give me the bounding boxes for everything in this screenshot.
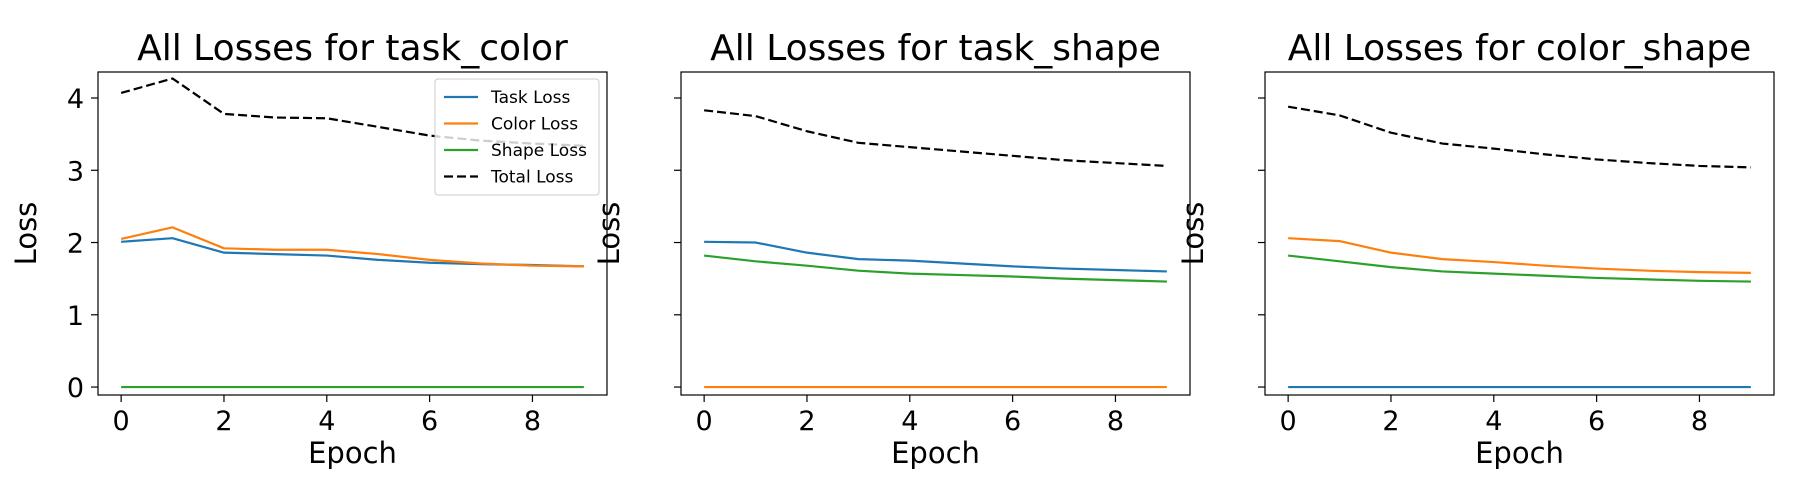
x-tick-label: 0 — [1280, 406, 1297, 437]
y-axis-label: Loss — [592, 202, 626, 266]
x-tick-label: 2 — [798, 406, 815, 437]
chart-title: All Losses for task_color — [137, 28, 568, 69]
series-line-shape-loss — [1288, 254, 1751, 283]
x-tick-label: 8 — [1691, 406, 1708, 437]
series-line-color-loss — [120, 226, 584, 268]
plot-frame — [1264, 71, 1775, 396]
subplot-3: All Losses for color_shape 0 2 4 6 8 Epoch Loss — [1176, 28, 1775, 470]
x-axis-label: Epoch — [1475, 436, 1564, 470]
y-axis-label: Loss — [1176, 202, 1210, 266]
y-tick-label: 1 — [67, 301, 84, 332]
plot-frame — [680, 71, 1191, 396]
y-tick-label: 0 — [67, 373, 84, 404]
legend-label: Task Loss — [490, 88, 571, 108]
legend-label: Total Loss — [490, 168, 574, 188]
chart-title: All Losses for color_shape — [1288, 28, 1752, 69]
x-tick-label: 4 — [318, 406, 335, 437]
x-tick-label: 0 — [696, 406, 713, 437]
series-line-color-loss — [1288, 237, 1751, 274]
x-axis-label: Epoch — [891, 436, 980, 470]
x-tick-label: 8 — [1107, 406, 1124, 437]
series-line-total-loss — [1287, 105, 1751, 169]
legend: Task Loss Color Loss Shape Loss Total Loss — [434, 78, 600, 196]
x-tick-label: 6 — [1588, 406, 1605, 437]
legend-label: Color Loss — [491, 115, 578, 135]
legend-box — [434, 78, 600, 196]
series-line-task-loss — [704, 240, 1167, 273]
x-tick-label: 0 — [113, 406, 130, 437]
y-axis-label: Loss — [9, 202, 43, 266]
x-tick-label: 6 — [421, 406, 438, 437]
series-line-total-loss — [704, 109, 1167, 168]
legend-label: Shape Loss — [491, 141, 587, 161]
y-tick-label: 4 — [67, 84, 84, 115]
chart-title: All Losses for task_shape — [710, 28, 1161, 69]
x-tick-label: 2 — [215, 406, 232, 437]
x-axis-label: Epoch — [308, 436, 397, 470]
x-tick-label: 6 — [1004, 406, 1021, 437]
series-line-total-loss — [120, 77, 584, 147]
y-tick-label: 2 — [67, 229, 84, 260]
plot-frame — [97, 71, 608, 396]
x-tick-label: 4 — [1485, 406, 1502, 437]
y-tick-label: 3 — [67, 156, 84, 187]
series-line-shape-loss — [704, 254, 1167, 283]
subplot-2: All Losses for task_shape 0 2 4 6 8 Epoch Loss — [592, 28, 1191, 470]
x-tick-label: 4 — [901, 406, 918, 437]
x-tick-label: 2 — [1382, 406, 1399, 437]
x-tick-label: 8 — [524, 406, 541, 437]
